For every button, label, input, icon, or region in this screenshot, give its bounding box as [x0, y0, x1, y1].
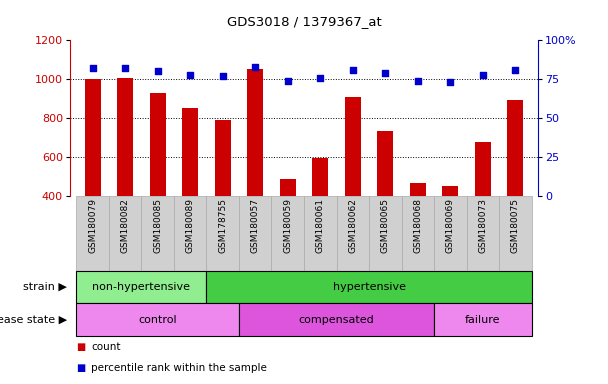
Text: control: control	[139, 314, 177, 325]
Bar	[475, 142, 491, 273]
Bar	[499, 196, 531, 271]
Text: GSM180069: GSM180069	[446, 198, 455, 253]
Bar	[207, 196, 239, 271]
Bar	[401, 196, 434, 271]
Text: non-hypertensive: non-hypertensive	[92, 282, 190, 292]
Bar	[304, 196, 336, 271]
Bar	[182, 108, 198, 273]
Text: percentile rank within the sample: percentile rank within the sample	[91, 363, 267, 373]
Text: count: count	[91, 342, 121, 352]
Bar	[247, 68, 263, 273]
Text: compensated: compensated	[299, 314, 375, 325]
Bar	[345, 97, 361, 273]
Text: GSM180082: GSM180082	[121, 198, 130, 253]
Text: GSM180061: GSM180061	[316, 198, 325, 253]
Text: hypertensive: hypertensive	[333, 282, 406, 292]
Bar	[434, 196, 466, 271]
Bar	[280, 179, 296, 273]
Point	[446, 79, 455, 85]
Bar	[442, 186, 458, 273]
Point	[120, 65, 130, 71]
Point	[316, 74, 325, 81]
Text: GSM180057: GSM180057	[250, 198, 260, 253]
Text: GSM180062: GSM180062	[348, 198, 358, 253]
Bar	[150, 93, 166, 273]
Text: GDS3018 / 1379367_at: GDS3018 / 1379367_at	[227, 15, 381, 28]
Bar	[466, 196, 499, 271]
Text: strain ▶: strain ▶	[23, 282, 67, 292]
Text: disease state ▶: disease state ▶	[0, 314, 67, 325]
Bar	[77, 271, 207, 303]
Bar	[312, 158, 328, 273]
Point	[250, 64, 260, 70]
Text: GSM180073: GSM180073	[478, 198, 487, 253]
Point	[478, 71, 488, 78]
Bar	[272, 196, 304, 271]
Text: GSM180085: GSM180085	[153, 198, 162, 253]
Point	[88, 65, 97, 71]
Text: GSM180065: GSM180065	[381, 198, 390, 253]
Text: ■: ■	[76, 363, 85, 373]
Bar	[117, 78, 133, 273]
Text: failure: failure	[465, 314, 500, 325]
Text: GSM180089: GSM180089	[185, 198, 195, 253]
Bar	[434, 303, 531, 336]
Bar	[85, 79, 101, 273]
Point	[153, 68, 162, 74]
Bar	[77, 196, 109, 271]
Point	[413, 78, 423, 84]
Bar	[239, 303, 434, 336]
Bar	[77, 303, 239, 336]
Text: GSM180059: GSM180059	[283, 198, 292, 253]
Point	[283, 78, 292, 84]
Bar	[410, 183, 426, 273]
Bar	[109, 196, 142, 271]
Point	[348, 67, 358, 73]
Point	[511, 67, 520, 73]
Bar	[507, 99, 523, 273]
Bar	[336, 196, 369, 271]
Bar	[215, 120, 231, 273]
Text: GSM180075: GSM180075	[511, 198, 520, 253]
Point	[185, 71, 195, 78]
Point	[218, 73, 227, 79]
Text: GSM180068: GSM180068	[413, 198, 423, 253]
Bar	[207, 271, 531, 303]
Bar	[239, 196, 272, 271]
Text: GSM178755: GSM178755	[218, 198, 227, 253]
Bar	[142, 196, 174, 271]
Text: GSM180079: GSM180079	[88, 198, 97, 253]
Bar	[377, 131, 393, 273]
Bar	[369, 196, 401, 271]
Point	[381, 70, 390, 76]
Bar	[174, 196, 207, 271]
Text: ■: ■	[76, 342, 85, 352]
